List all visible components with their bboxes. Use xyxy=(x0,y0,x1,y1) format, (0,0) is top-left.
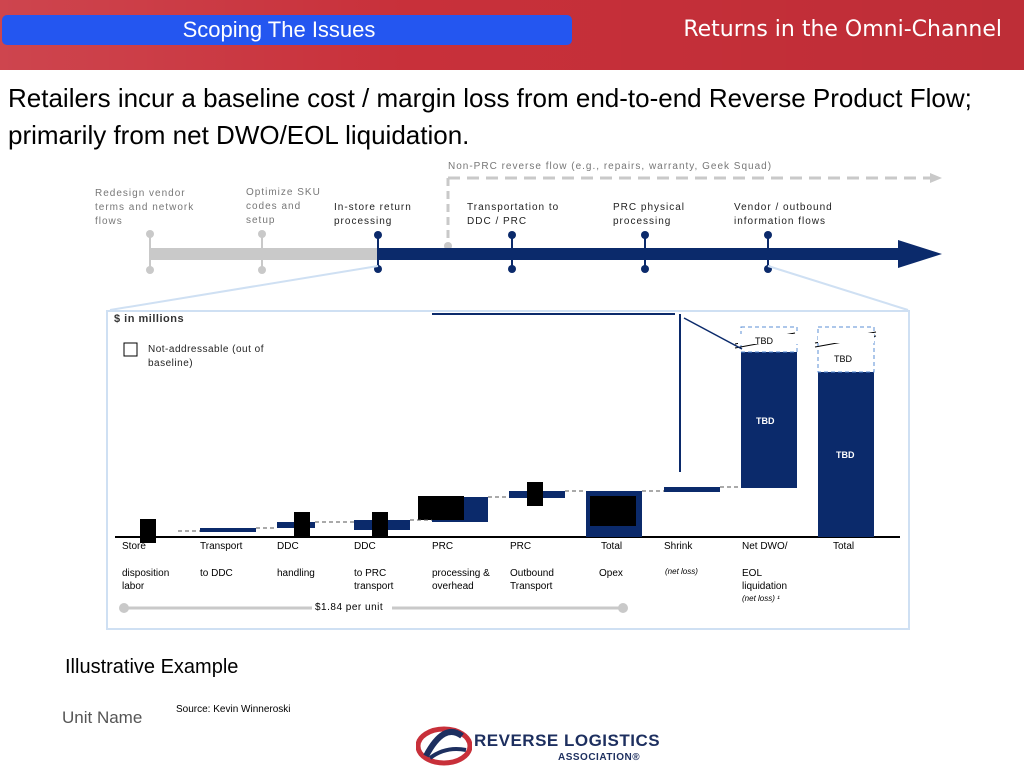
tbd-label-bar-total: TBD xyxy=(836,450,855,460)
illustrative-caption: Illustrative Example xyxy=(65,656,239,678)
tbd-label-upper-dwo: TBD xyxy=(755,336,773,346)
stage-label-redesign: Redesign vendor terms and network flows xyxy=(95,188,195,227)
headline: Retailers incur a baseline cost / margin… xyxy=(8,83,972,150)
waterfall-chart xyxy=(115,313,900,613)
bar-total xyxy=(818,372,874,537)
x-label-prc-2: processing & overhead xyxy=(432,568,490,592)
out-of-baseline-segment xyxy=(150,248,378,260)
x-label-ddc-prc-2: to PRC transport xyxy=(354,568,394,592)
rla-logo-icon xyxy=(416,726,472,766)
x-label-dwo-1: Net DWO/ xyxy=(742,541,788,552)
x-label-opex-1: Total xyxy=(601,541,623,552)
x-label-prc-out-2: Outbound Transport xyxy=(510,568,554,592)
bar-shrink xyxy=(664,487,720,492)
logo-wordmark-sub: ASSOCIATION® xyxy=(558,752,641,763)
non-prc-label: Non-PRC reverse flow (e.g., repairs, war… xyxy=(448,161,773,172)
deck-title: Returns in the Omni-Channel xyxy=(683,17,1002,42)
process-flow-diagram xyxy=(109,173,942,311)
stage-label-vendor: Vendor / outbound information flows xyxy=(734,202,833,227)
x-label-store-1: Store xyxy=(122,541,146,552)
x-label-prc-1: PRC xyxy=(432,541,454,552)
x-label-ddc-prc-1: DDC xyxy=(354,541,376,552)
x-label-store-2: disposition labor xyxy=(122,568,170,592)
x-label-ddc-2: handling xyxy=(277,568,315,579)
unit-label: $ in millions xyxy=(114,313,185,325)
baseline-flow-arrow xyxy=(378,248,900,260)
legend-swatch xyxy=(123,342,138,357)
waterfall-chart-frame xyxy=(106,310,910,630)
x-label-shrink-1: Shrink xyxy=(664,541,693,552)
bar-transport xyxy=(200,528,256,532)
tbd-label-upper-total: TBD xyxy=(834,354,852,364)
x-label-opex-2: Opex xyxy=(599,568,623,579)
x-label-transport-2: to DDC xyxy=(200,568,233,579)
tbd-label-bar-dwo: TBD xyxy=(756,416,775,426)
x-label-dwo-2: EOL liquidation xyxy=(742,568,788,592)
section-tab: Scoping The Issues xyxy=(2,15,572,45)
per-unit-label: $1.84 per unit xyxy=(315,602,384,613)
unit-name: Unit Name xyxy=(62,708,143,727)
x-label-prc-out-1: PRC xyxy=(510,541,532,552)
x-label-transport-1: Transport xyxy=(200,541,243,552)
stage-label-instore: In-store return processing xyxy=(334,202,412,227)
stage-label-prc: PRC physical processing xyxy=(613,202,686,227)
legend-label: Not-addressable (out of baseline) xyxy=(148,344,265,369)
tbd-box-total xyxy=(817,326,875,373)
x-label-dwo-note: (net loss) ¹ xyxy=(742,594,780,603)
section-title: Scoping The Issues xyxy=(182,17,376,42)
stage-label-transport: Transportation to DDC / PRC xyxy=(467,202,560,227)
bar-net-dwo xyxy=(741,352,797,488)
x-label-ddc-1: DDC xyxy=(277,541,299,552)
x-label-shrink-note: (net loss) xyxy=(665,567,698,576)
source-note: Source: Kevin Winneroski xyxy=(176,704,291,715)
x-label-total: Total xyxy=(833,541,855,552)
logo-wordmark: REVERSE LOGISTICS xyxy=(474,731,661,750)
stage-label-optimize: Optimize SKU codes and setup xyxy=(246,187,321,226)
flow-arrowhead xyxy=(898,240,942,268)
non-prc-arrowhead xyxy=(930,173,942,183)
